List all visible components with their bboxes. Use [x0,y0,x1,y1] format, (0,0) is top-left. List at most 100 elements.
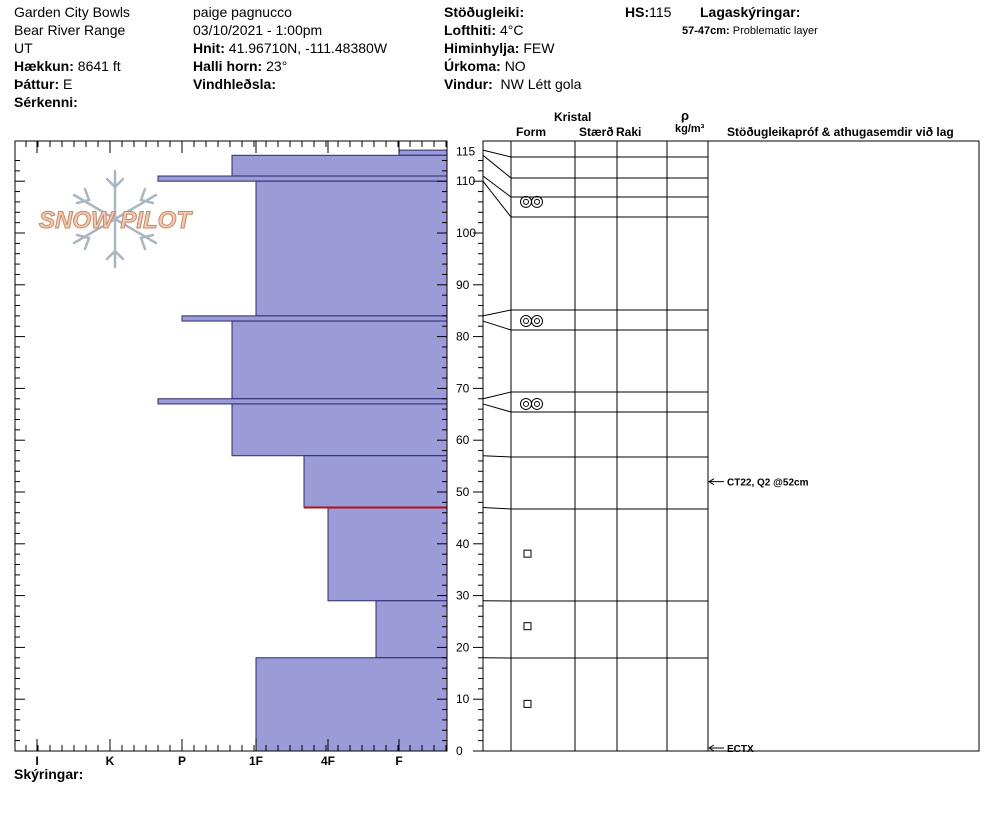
crystal-header: Kristal [554,110,592,124]
depth-axis: 0 10 20 30 40 50 60 70 80 90 100 110 115 [15,144,483,758]
stability-label: Stöðugleiki: [444,4,525,20]
y-tick-label: 100 [456,226,476,240]
size-header: Stærð [579,125,614,139]
layer-note-range: 57-47cm: [682,25,730,37]
surface-hoar-icon [520,397,532,410]
hs-value: 115 [649,4,672,20]
rho-header: ρ [681,108,690,123]
snowpilot-logo: SNOW PILOT [39,169,194,269]
surface-hoar-icon [520,195,532,208]
surface-hoar-icon-inner [523,400,529,407]
moisture-header: Raki [616,125,642,139]
air-temp-row: Lofthiti: 4°C [444,21,523,39]
precip-label: Úrkoma: [444,58,501,74]
wind-loading-label: Vindhleðsla: [193,76,276,92]
range-name: Bear River Range [14,22,126,38]
y-tick-label: 10 [456,692,470,706]
aspect-label: Þáttur: [14,76,60,92]
wind-value: NW Létt gola [500,76,582,92]
surface-hoar-icon [520,315,532,328]
surface-hoar-icon [531,397,543,410]
sky-label: Himinhylja: [444,40,520,56]
snowflake-icon [72,169,158,269]
legend-label: Skýringar: [14,766,84,782]
y-tick-label: 20 [456,640,470,654]
wind-label: Vindur: [444,76,493,92]
layer-note-text: Problematic layer [732,25,818,37]
grain-symbols [520,195,543,708]
x-tick-label: 1F [249,754,263,768]
form-header: Form [516,125,546,139]
stability-test-label: ECTX [727,744,754,755]
elevation-label: Hækkun: [14,58,74,74]
faceted-icon [523,699,532,708]
faceted-icon [523,622,532,631]
layer-connector-line [482,309,512,317]
layer-connector-line [482,175,512,198]
location-name: Garden City Bowls [14,4,130,20]
hardness-bars [157,149,448,752]
elevation-value: 8641 ft [77,58,121,74]
y-tick-label: 90 [456,278,470,292]
state-name: UT [14,40,33,56]
coords-row: Hnit: 41.96710N, -111.48380W [193,39,387,57]
density-unit-header: kg/m³ [675,123,705,135]
y-tick-label: 0 [456,744,463,758]
hardness-bar [255,657,448,752]
y-tick-label: 110 [456,174,475,188]
hardness-bar [157,398,448,405]
wind-row: Vindur: NW Létt gola [444,75,581,93]
layer-table-frame [482,140,980,752]
hardness-bar [375,600,448,659]
precip-row: Úrkoma: NO [444,57,526,75]
surface-hoar-icon-inner [534,318,540,325]
coords-label: Hnit: [193,40,225,56]
x-tick-label: F [395,754,402,768]
observer-name: paige pagnucco [193,4,292,20]
hardness-bar [255,180,448,317]
y-tick-label: 115 [456,144,475,158]
x-tick-label: P [178,754,186,768]
sky-value: FEW [523,40,555,56]
stability-test-label: CT22, Q2 @52cm [727,478,809,489]
layer-notes-label: Lagaskýringar: [700,4,801,20]
sky-row: Himinhylja: FEW [444,39,554,57]
hardness-axis-ticks: I K P 1F 4F F [25,141,447,768]
layer-connector-line [482,180,512,218]
observation-datetime: 03/10/2021 - 1:00pm [193,22,323,38]
test-arrow-head [708,478,715,486]
y-tick-label: 60 [456,433,470,447]
hs-row: HS:115 [625,3,671,21]
surface-hoar-icon-inner [534,400,540,407]
y-tick-label: 50 [456,485,470,499]
layer-connector-line [482,320,512,331]
surface-hoar-icon [531,315,543,328]
hardness-bar [398,149,448,156]
air-temp-value: 4°C [499,22,524,38]
layer-table-lines [482,141,709,751]
logo-text: SNOW PILOT [39,207,193,234]
slope-value: 23° [266,58,288,74]
layer-note-row: 57-47cm: Problematic layer [682,22,818,40]
layer-connector-line [482,455,512,458]
test-arrow-head [708,744,715,752]
layer-connector-line [482,507,512,510]
layer-connector-line [482,403,512,413]
layer-connector-line [482,391,512,400]
layer-connector-line [482,149,512,158]
tests-header: Stöðugleikapróf & athugasemdir við lag [727,125,954,139]
hardness-bar [303,455,448,509]
coords-value: 41.96710N, -111.48380W [228,40,388,56]
aspect-value: E [63,76,73,92]
y-tick-label: 70 [456,381,470,395]
layer-connector-line [482,154,512,179]
precip-value: NO [504,58,526,74]
surface-hoar-icon [531,195,543,208]
surface-hoar-icon-inner [523,318,529,325]
hardness-bar [231,403,448,457]
slope-label: Halli horn: [193,58,263,74]
stability-test-marks: CT22, Q2 @52cm ECTX [708,478,809,755]
elevation-row: Hækkun: 8641 ft [14,57,121,75]
hardness-bar [181,315,448,322]
